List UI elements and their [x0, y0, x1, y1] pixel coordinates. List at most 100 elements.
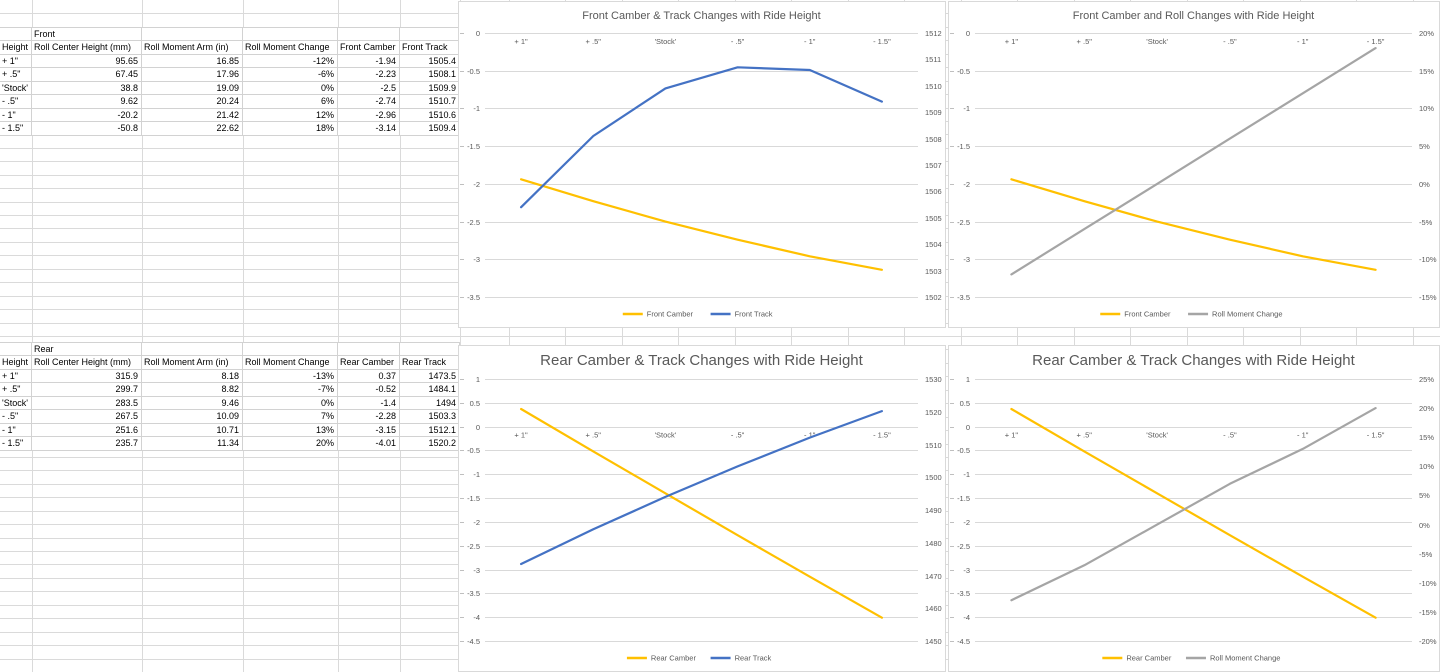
cell[interactable]	[400, 28, 460, 42]
cell[interactable]: 1508.1	[400, 68, 460, 82]
cell[interactable]: 1503.3	[400, 410, 460, 424]
column-header[interactable]: Roll Moment Change	[243, 356, 338, 370]
cell[interactable]: 315.9	[32, 369, 142, 384]
column-header[interactable]: Rear Track	[400, 356, 460, 370]
cell[interactable]: -2.96	[338, 108, 400, 123]
row-label[interactable]: 'Stock'	[0, 81, 32, 96]
cell[interactable]: 10.09	[142, 410, 243, 424]
cell[interactable]: 6%	[243, 95, 338, 109]
column-header[interactable]: Roll Center Height (mm)	[32, 356, 142, 370]
row-label[interactable]: - .5"	[0, 410, 32, 424]
cell[interactable]	[243, 343, 338, 357]
row-label[interactable]: 'Stock'	[0, 396, 32, 411]
cell[interactable]: 1484.1	[400, 383, 460, 397]
cell[interactable]: 17.96	[142, 68, 243, 82]
cell[interactable]: -2.23	[338, 68, 400, 82]
cell[interactable]: -12%	[243, 54, 338, 69]
cell[interactable]	[0, 343, 32, 357]
chart-rear-camber-roll[interactable]: 1 0.5 0 -0.5 -1 -1.5 -2 -2.5 -3 -3.5 -4 -4.5 25% 20% 1…	[948, 345, 1440, 672]
cell[interactable]: 18%	[243, 122, 338, 136]
cell[interactable]: -6%	[243, 68, 338, 82]
cell[interactable]: 1512.1	[400, 423, 460, 438]
column-header[interactable]: Front Camber	[338, 41, 400, 55]
cell[interactable]	[142, 343, 243, 357]
cell[interactable]: 95.65	[32, 54, 142, 69]
cell[interactable]: 19.09	[142, 81, 243, 96]
cell[interactable]: 16.85	[142, 54, 243, 69]
cell[interactable]: 0%	[243, 81, 338, 96]
cell[interactable]: -2.5	[338, 81, 400, 96]
row-label[interactable]: - 1"	[0, 108, 32, 123]
cell[interactable]: -2.74	[338, 95, 400, 109]
cell[interactable]: 1509.4	[400, 122, 460, 136]
cell[interactable]: -7%	[243, 383, 338, 397]
row-label[interactable]: - .5"	[0, 95, 32, 109]
cell[interactable]: -13%	[243, 369, 338, 384]
cell[interactable]	[0, 28, 32, 42]
table-group-label[interactable]: Rear	[32, 343, 142, 357]
row-label[interactable]: + .5"	[0, 68, 32, 82]
row-label[interactable]: + 1"	[0, 54, 32, 69]
cell[interactable]: 10.71	[142, 423, 243, 438]
cell[interactable]: 299.7	[32, 383, 142, 397]
cell[interactable]: 8.82	[142, 383, 243, 397]
row-label[interactable]: + 1"	[0, 369, 32, 384]
chart-rear-camber-track[interactable]: 1 0.5 0 -0.5 -1 -1.5 -2 -2.5 -3 -3.5 -4 -4.5 1530 152…	[458, 345, 946, 672]
chart-front-camber-roll[interactable]: 0 -0.5 -1 -1.5 -2 -2.5 -3 -3.5 20% 15% 10% 5% 0% -5% -…	[948, 1, 1440, 328]
cell[interactable]: 0%	[243, 396, 338, 411]
cell[interactable]: 20.24	[142, 95, 243, 109]
cell[interactable]	[142, 28, 243, 42]
cell[interactable]: 22.62	[142, 122, 243, 136]
column-header[interactable]: Roll Moment Arm (in)	[142, 41, 243, 55]
cell[interactable]: 235.7	[32, 437, 142, 451]
cell[interactable]: -2.28	[338, 410, 400, 424]
column-header[interactable]: Rear Camber	[338, 356, 400, 370]
row-label[interactable]: - 1"	[0, 423, 32, 438]
cell[interactable]: 9.62	[32, 95, 142, 109]
cell[interactable]: 283.5	[32, 396, 142, 411]
cell[interactable]: 1473.5	[400, 369, 460, 384]
cell[interactable]: 12%	[243, 108, 338, 123]
cell[interactable]: 0.37	[338, 369, 400, 384]
column-header[interactable]: Roll Moment Arm (in)	[142, 356, 243, 370]
column-header[interactable]: Roll Center Height (mm)	[32, 41, 142, 55]
cell[interactable]: 1510.7	[400, 95, 460, 109]
cell[interactable]: -0.52	[338, 383, 400, 397]
cell[interactable]: 251.6	[32, 423, 142, 438]
chart-front-camber-track[interactable]: 0 -0.5 -1 -1.5 -2 -2.5 -3 -3.5 1512 1511 1510 1509 1…	[458, 1, 946, 328]
cell[interactable]: -1.4	[338, 396, 400, 411]
row-label[interactable]: - 1.5"	[0, 437, 32, 451]
cell[interactable]: -20.2	[32, 108, 142, 123]
cell[interactable]: 13%	[243, 423, 338, 438]
cell[interactable]: 67.45	[32, 68, 142, 82]
cell[interactable]: -1.94	[338, 54, 400, 69]
cell[interactable]: 1505.4	[400, 54, 460, 69]
cell[interactable]	[338, 28, 400, 42]
cell[interactable]: 9.46	[142, 396, 243, 411]
cell[interactable]	[400, 343, 460, 357]
cell[interactable]	[243, 28, 338, 42]
cell[interactable]: 1509.9	[400, 81, 460, 96]
row-label[interactable]: + .5"	[0, 383, 32, 397]
cell[interactable]: 7%	[243, 410, 338, 424]
cell[interactable]: 20%	[243, 437, 338, 451]
column-header[interactable]: Height	[0, 356, 32, 370]
column-header[interactable]: Roll Moment Change	[243, 41, 338, 55]
cell[interactable]: 8.18	[142, 369, 243, 384]
cell[interactable]: 1494	[400, 396, 460, 411]
cell[interactable]: 38.8	[32, 81, 142, 96]
column-header[interactable]: Height	[0, 41, 32, 55]
cell[interactable]: 267.5	[32, 410, 142, 424]
cell[interactable]: -3.15	[338, 423, 400, 438]
cell[interactable]: -4.01	[338, 437, 400, 451]
cell[interactable]: 21.42	[142, 108, 243, 123]
row-label[interactable]: - 1.5"	[0, 122, 32, 136]
column-header[interactable]: Front Track	[400, 41, 460, 55]
cell[interactable]	[338, 343, 400, 357]
cell[interactable]: 1510.6	[400, 108, 460, 123]
cell[interactable]: -50.8	[32, 122, 142, 136]
cell[interactable]: 1520.2	[400, 437, 460, 451]
cell[interactable]: -3.14	[338, 122, 400, 136]
table-group-label[interactable]: Front	[32, 28, 142, 42]
cell[interactable]: 11.34	[142, 437, 243, 451]
